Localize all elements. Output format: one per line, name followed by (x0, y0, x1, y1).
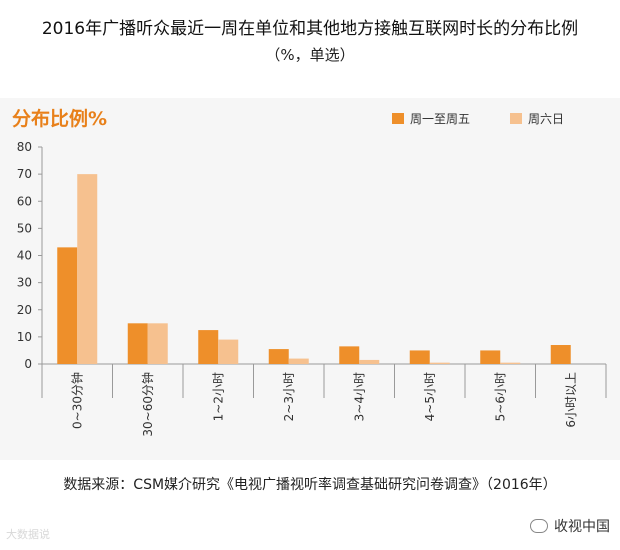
watermark-left: 大数据说 (6, 528, 50, 541)
legend-swatch-weekday (392, 113, 404, 124)
y-axis-label: 分布比例% (12, 108, 108, 130)
bar-weekday (57, 247, 78, 364)
y-tick-label: 80 (17, 140, 32, 154)
legend-item-weekend: 周六日 (510, 110, 564, 127)
y-tick-label: 40 (17, 249, 32, 263)
x-tick-label: 30~60分钟 (140, 372, 155, 437)
watermark-right: 收视中国 (530, 516, 610, 536)
y-tick-label: 70 (17, 167, 32, 181)
x-tick-label: 5~6小时 (493, 372, 507, 421)
x-tick-label: 4~5小时 (423, 372, 437, 421)
x-tick-label: 6小时以上 (564, 372, 578, 428)
y-tick-label: 20 (17, 303, 32, 317)
legend-item-weekday: 周一至周五 (392, 110, 470, 127)
bar-weekday (550, 345, 571, 364)
bar-weekend (500, 362, 521, 364)
data-source-note: 数据来源：CSM媒介研究《电视广播视听率调查基础研究问卷调查》（2016年） (63, 477, 557, 493)
legend-label-weekend: 周六日 (528, 112, 565, 126)
y-tick-label: 50 (17, 221, 32, 235)
x-tick-label: 3~4小时 (352, 372, 366, 421)
bar-weekend (77, 174, 98, 364)
chart-title: 2016年广播听众最近一周在单位和其他地方接触互联网时长的分布比例 (41, 19, 579, 39)
legend-label-weekday: 周一至周五 (410, 112, 471, 126)
chart-panel (0, 98, 620, 460)
bar-weekday (127, 323, 148, 364)
bar-weekend (288, 358, 309, 364)
bar-weekend (359, 359, 380, 364)
watermark-right-label: 收视中国 (554, 519, 610, 535)
x-tick-label: 1~2小时 (211, 372, 225, 421)
y-tick-label: 0 (24, 357, 32, 371)
x-tick-label: 2~3小时 (282, 372, 296, 421)
bar-weekday (409, 350, 430, 364)
y-tick-label: 60 (17, 194, 32, 208)
chart-subtitle: （%，单选） (265, 46, 355, 64)
bar-weekend (429, 362, 450, 364)
bar-weekday (339, 346, 360, 364)
y-tick-label: 10 (17, 330, 32, 344)
y-tick-label: 30 (17, 276, 32, 290)
legend-swatch-weekend (510, 113, 522, 124)
bar-weekend (147, 323, 168, 364)
bar-weekday (268, 349, 289, 364)
x-tick-label: 0~30分钟 (69, 372, 84, 429)
wechat-icon (530, 519, 548, 533)
bar-weekend (218, 339, 239, 364)
bar-weekday (480, 350, 501, 364)
bar-weekday (198, 330, 219, 364)
